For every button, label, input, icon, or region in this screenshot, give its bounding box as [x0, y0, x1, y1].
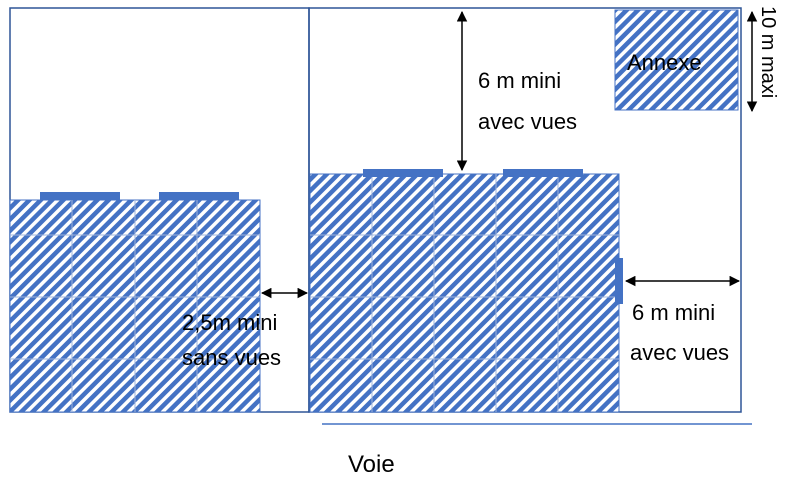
- right-gap-label-line1: 6 m mini: [632, 300, 715, 325]
- main-building-side-window: [615, 258, 623, 304]
- main-building-window-1: [363, 169, 443, 177]
- top-distance-label-line2: avec vues: [478, 109, 577, 134]
- main-building: [309, 173, 620, 413]
- left-building: [9, 199, 261, 413]
- left-gap-label-line2: sans vues: [182, 345, 281, 370]
- annex-building: [614, 9, 739, 111]
- road-label: Voie: [348, 451, 395, 478]
- top-distance-label-line1: 6 m mini: [478, 68, 561, 93]
- left-building-window-2: [159, 192, 239, 200]
- main-building-window-2: [503, 169, 583, 177]
- left-building-window-1: [40, 192, 120, 200]
- left-gap-label-line1: 2,5m mini: [182, 310, 277, 335]
- annex-height-label: 10 m maxi: [757, 6, 779, 98]
- right-gap-label-line2: avec vues: [630, 340, 729, 365]
- annex-label: Annexe: [627, 50, 702, 75]
